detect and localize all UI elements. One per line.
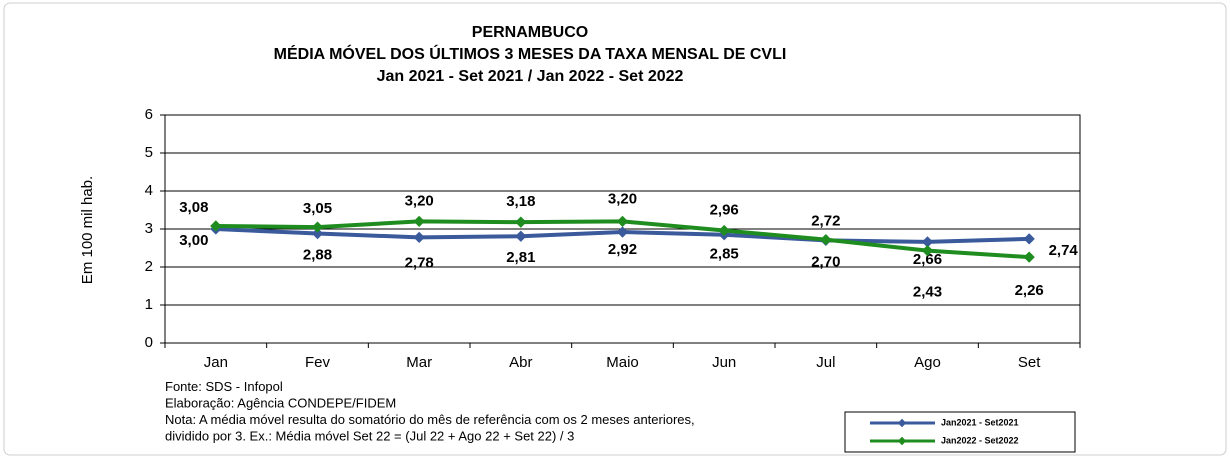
plot-area bbox=[164, 114, 1081, 344]
point bbox=[413, 215, 425, 228]
point bbox=[921, 236, 934, 248]
y-tick-label: 1 bbox=[145, 296, 153, 313]
x-tick-label: Ago bbox=[914, 354, 941, 371]
point bbox=[311, 227, 324, 240]
x-tick-label: Jan bbox=[204, 354, 228, 371]
legend-marker bbox=[897, 418, 907, 428]
footnote: Fonte: SDS - Infopol bbox=[165, 379, 283, 394]
x-tick-label: Jun bbox=[712, 354, 736, 371]
data-label: 2,72 bbox=[811, 213, 840, 230]
footnote: Nota: A média móvel resulta do somatório… bbox=[165, 412, 695, 427]
x-tick-label: Jul bbox=[816, 354, 835, 371]
x-tick-label: Fev bbox=[305, 354, 331, 371]
data-label: 2,88 bbox=[303, 247, 332, 264]
x-tick-label: Abr bbox=[509, 354, 532, 371]
point bbox=[413, 231, 425, 244]
data-label: 3,20 bbox=[608, 190, 637, 207]
point bbox=[515, 230, 527, 242]
data-label: 2,74 bbox=[1049, 242, 1079, 259]
legend bbox=[844, 411, 1076, 453]
data-label: 3,00 bbox=[179, 232, 208, 249]
legend-label: Jan2021 - Set2021 bbox=[941, 417, 1019, 427]
data-label: 3,20 bbox=[405, 192, 434, 209]
y-tick-label: 5 bbox=[145, 144, 153, 161]
point bbox=[210, 220, 222, 232]
y-axis-label: Em 100 mil hab. bbox=[79, 176, 96, 284]
footnote: dividido por 3. Ex.: Média móvel Set 22 … bbox=[165, 429, 574, 444]
point bbox=[616, 226, 629, 238]
data-label: 2,81 bbox=[506, 249, 535, 266]
y-tick-label: 0 bbox=[145, 334, 153, 351]
data-label: 2,66 bbox=[913, 251, 942, 268]
point bbox=[718, 224, 730, 237]
y-tick-label: 6 bbox=[145, 106, 153, 123]
point bbox=[515, 216, 527, 228]
chart-subtitle: Jan 2021 - Set 2021 / Jan 2022 - Set 202… bbox=[377, 68, 684, 85]
y-tick-label: 4 bbox=[145, 182, 153, 199]
data-label: 2,85 bbox=[710, 246, 739, 263]
data-label: 3,08 bbox=[179, 199, 208, 216]
point bbox=[1023, 233, 1035, 245]
data-label: 2,96 bbox=[710, 201, 739, 218]
legend-marker bbox=[897, 436, 907, 446]
x-tick-label: Maio bbox=[606, 354, 639, 371]
legend-label: Jan2022 - Set2022 bbox=[941, 435, 1019, 445]
y-tick-label: 2 bbox=[145, 258, 153, 275]
chart-subtitle: MÉDIA MÓVEL DOS ÚLTIMOS 3 MESES DA TAXA … bbox=[274, 44, 787, 63]
data-label: 2,78 bbox=[405, 254, 434, 271]
y-tick-label: 3 bbox=[145, 220, 153, 237]
point bbox=[311, 221, 324, 233]
footnote: Elaboração: Agência CONDEPE/FIDEM bbox=[165, 396, 396, 411]
x-tick-label: Mar bbox=[406, 354, 432, 371]
data-label: 2,43 bbox=[913, 284, 942, 301]
data-label: 3,05 bbox=[303, 200, 332, 217]
data-label: 2,70 bbox=[811, 253, 840, 270]
point bbox=[921, 245, 934, 257]
point bbox=[616, 215, 629, 228]
x-tick-label: Set bbox=[1018, 354, 1041, 371]
chart-title: PERNAMBUCO bbox=[472, 24, 588, 41]
data-label: 3,18 bbox=[506, 193, 535, 210]
data-label: 2,26 bbox=[1015, 282, 1044, 299]
data-label: 2,92 bbox=[608, 241, 637, 258]
point bbox=[1023, 251, 1035, 263]
point bbox=[820, 233, 832, 246]
